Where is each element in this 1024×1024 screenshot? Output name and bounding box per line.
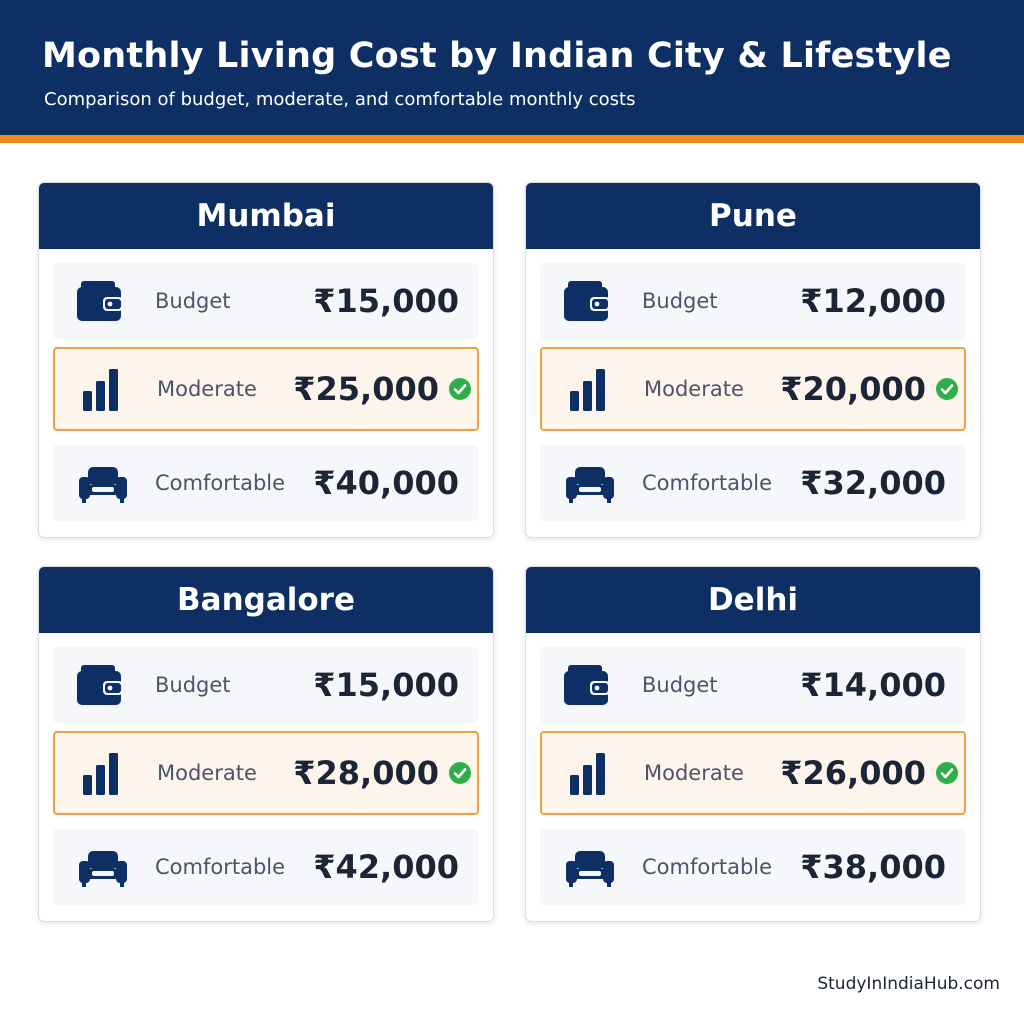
page-subtitle: Comparison of budget, moderate, and comf… [44,89,636,110]
city-card-mumbai: Mumbai Budget ₹15,000 Moderate ₹25,000 Comfor… [38,182,494,538]
wallet-icon [562,661,612,709]
wallet-icon [75,277,125,325]
sofa-icon [562,843,614,891]
sofa-icon [562,459,614,507]
tier-row-comfortable: Comfortable ₹42,000 [53,829,479,905]
tier-cost-value: ₹38,000 [800,848,946,886]
tier-label: Moderate [157,761,257,785]
wallet-icon [75,661,125,709]
tier-cost-value: ₹42,000 [313,848,459,886]
city-name: Delhi [526,567,980,633]
city-card-delhi: Delhi Budget ₹14,000 Moderate ₹26,000 Comfort… [525,566,981,922]
page-title: Monthly Living Cost by Indian City & Lif… [42,36,952,76]
tier-row-budget: Budget ₹15,000 [53,263,479,339]
bar-chart-icon [564,749,614,797]
tier-label: Moderate [644,377,744,401]
tier-label: Budget [642,289,718,313]
tier-cost-value: ₹40,000 [313,464,459,502]
tier-cost-value: ₹15,000 [313,666,459,704]
tier-label: Moderate [644,761,744,785]
tier-row-moderate: Moderate ₹20,000 [540,347,966,431]
wallet-icon [562,277,612,325]
tier-row-moderate: Moderate ₹28,000 [53,731,479,815]
check-circle-icon [936,378,958,400]
tier-cost-value: ₹14,000 [800,666,946,704]
tier-label: Comfortable [642,471,773,495]
check-circle-icon [936,762,958,784]
header-banner: Monthly Living Cost by Indian City & Lif… [0,0,1024,135]
tier-label: Comfortable [155,855,286,879]
tier-label: Budget [642,673,718,697]
bar-chart-icon [77,749,127,797]
sofa-icon [75,843,127,891]
tier-label: Budget [155,289,231,313]
bar-chart-icon [564,365,614,413]
check-circle-icon [449,762,471,784]
footer-site-link[interactable]: StudyInIndiaHub.com [817,974,1000,994]
bar-chart-icon [77,365,127,413]
city-card-bangalore: Bangalore Budget ₹15,000 Moderate ₹28,000 Com… [38,566,494,922]
tier-row-moderate: Moderate ₹26,000 [540,731,966,815]
tier-label: Comfortable [155,471,286,495]
sofa-icon [75,459,127,507]
city-name: Mumbai [39,183,493,249]
tier-cost-value: ₹32,000 [800,464,946,502]
tier-row-budget: Budget ₹15,000 [53,647,479,723]
tier-cost-value: ₹12,000 [800,282,946,320]
tier-label: Moderate [157,377,257,401]
tier-row-comfortable: Comfortable ₹32,000 [540,445,966,521]
tier-row-moderate: Moderate ₹25,000 [53,347,479,431]
tier-cost-value: ₹26,000 [780,754,926,792]
tier-row-budget: Budget ₹12,000 [540,263,966,339]
city-name: Pune [526,183,980,249]
tier-label: Comfortable [642,855,773,879]
tier-cost-value: ₹25,000 [293,370,439,408]
city-name: Bangalore [39,567,493,633]
tier-cost-value: ₹28,000 [293,754,439,792]
city-card-pune: Pune Budget ₹12,000 Moderate ₹20,000 Comforta… [525,182,981,538]
tier-label: Budget [155,673,231,697]
check-circle-icon [449,378,471,400]
tier-cost-value: ₹20,000 [780,370,926,408]
tier-row-comfortable: Comfortable ₹40,000 [53,445,479,521]
tier-row-budget: Budget ₹14,000 [540,647,966,723]
header-accent-stripe [0,135,1024,143]
tier-cost-value: ₹15,000 [313,282,459,320]
tier-row-comfortable: Comfortable ₹38,000 [540,829,966,905]
